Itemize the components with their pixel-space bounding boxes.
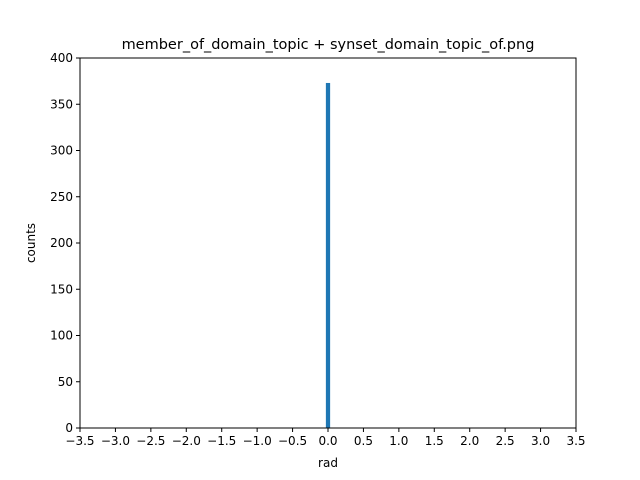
- x-tick-label: 2.0: [460, 434, 479, 448]
- x-tick-label: −0.5: [278, 434, 307, 448]
- y-tick-label: 150: [50, 282, 73, 296]
- plot-frame: [79, 57, 577, 429]
- x-axis-ticks: −3.5 −3.0 −2.5 −2.0 −1.5 −1.0 −0.5 0.0 0.5 1.0 1.5…: [65, 428, 586, 448]
- x-tick-label: 1.5: [425, 434, 444, 448]
- x-tick-label: −2.5: [136, 434, 165, 448]
- x-tick-label: 2.5: [496, 434, 515, 448]
- x-tick-label: −3.5: [65, 434, 94, 448]
- x-tick-label: −1.5: [207, 434, 236, 448]
- x-tick-label: 3.5: [566, 434, 585, 448]
- y-tick-label: 50: [58, 375, 73, 389]
- x-tick-label: 0.0: [318, 434, 337, 448]
- y-tick-label: 250: [50, 190, 73, 204]
- x-axis-label: rad: [318, 456, 338, 470]
- y-tick-label: 400: [50, 51, 73, 65]
- y-tick-label: 100: [50, 329, 73, 343]
- x-tick-label: −2.0: [172, 434, 201, 448]
- x-tick-label: 3.0: [531, 434, 550, 448]
- y-tick-label: 200: [50, 236, 73, 250]
- x-tick-label: 0.5: [354, 434, 373, 448]
- y-tick-label: 0: [65, 421, 73, 435]
- x-tick-label: −1.0: [243, 434, 272, 448]
- y-axis-label: counts: [24, 223, 38, 263]
- histogram-bar-0: [325, 82, 331, 428]
- x-tick-label: 1.0: [389, 434, 408, 448]
- bars-group: [325, 82, 331, 428]
- x-tick-label: −3.0: [101, 434, 130, 448]
- chart-title: member_of_domain_topic + synset_domain_t…: [122, 37, 535, 53]
- y-tick-label: 300: [50, 144, 73, 158]
- y-tick-label: 350: [50, 97, 73, 111]
- y-axis-ticks: 0 50 100 150 200 250 300 350 400: [50, 51, 80, 435]
